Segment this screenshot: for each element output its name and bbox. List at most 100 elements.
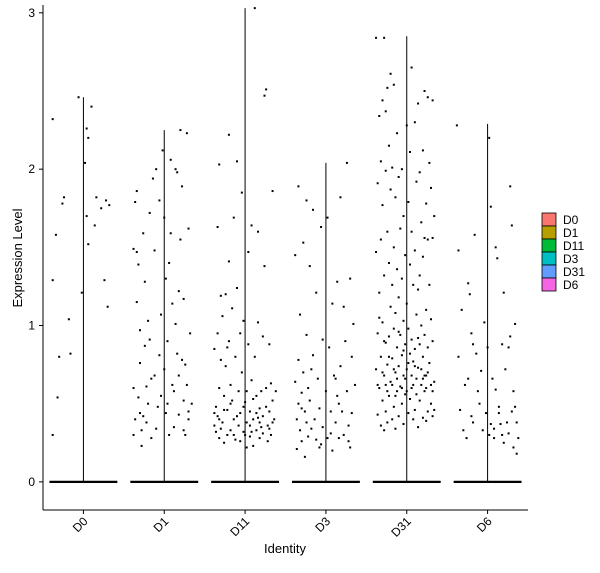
data-point bbox=[226, 408, 229, 411]
data-point bbox=[51, 433, 54, 436]
data-point bbox=[517, 437, 520, 440]
data-point bbox=[248, 435, 251, 438]
data-point bbox=[430, 402, 432, 405]
data-point bbox=[397, 175, 400, 178]
data-point bbox=[425, 308, 428, 311]
data-point bbox=[303, 455, 306, 458]
y-axis-label: Expression Level bbox=[10, 208, 25, 307]
data-point bbox=[408, 263, 411, 266]
data-point bbox=[265, 405, 268, 408]
data-point bbox=[239, 332, 242, 335]
data-point bbox=[387, 335, 390, 338]
data-point bbox=[169, 158, 172, 161]
data-point bbox=[58, 355, 61, 358]
data-point bbox=[261, 432, 264, 435]
data-point bbox=[399, 333, 402, 336]
data-point bbox=[310, 427, 313, 430]
data-point bbox=[240, 191, 243, 194]
data-point bbox=[391, 383, 394, 386]
data-point bbox=[176, 171, 179, 174]
data-point bbox=[184, 363, 187, 366]
data-point bbox=[223, 441, 226, 444]
data-point bbox=[265, 387, 268, 390]
data-point bbox=[310, 368, 313, 371]
data-point bbox=[239, 440, 242, 443]
data-point bbox=[379, 424, 382, 427]
data-point bbox=[396, 346, 399, 349]
data-point bbox=[389, 305, 392, 308]
data-point bbox=[106, 305, 109, 308]
data-point bbox=[426, 371, 429, 374]
data-point bbox=[486, 346, 489, 349]
data-point bbox=[457, 355, 460, 358]
data-point bbox=[387, 261, 390, 264]
data-point bbox=[415, 377, 418, 380]
data-point bbox=[231, 307, 234, 310]
x-tick-label: D6 bbox=[474, 514, 495, 535]
data-point bbox=[295, 418, 298, 421]
data-point bbox=[491, 377, 494, 380]
data-point bbox=[151, 177, 154, 180]
data-point bbox=[234, 355, 237, 358]
data-point bbox=[232, 433, 235, 436]
data-point bbox=[489, 205, 492, 208]
data-point bbox=[150, 437, 153, 440]
data-point bbox=[386, 421, 389, 424]
data-point bbox=[69, 352, 72, 355]
data-point bbox=[497, 405, 500, 408]
data-point bbox=[271, 421, 274, 424]
data-point bbox=[232, 216, 235, 219]
data-point bbox=[164, 412, 167, 415]
y-tick-label: 3 bbox=[28, 6, 35, 20]
data-point bbox=[187, 410, 190, 413]
data-point bbox=[231, 399, 234, 402]
data-point bbox=[103, 279, 106, 282]
data-point bbox=[189, 332, 192, 335]
data-point bbox=[423, 390, 426, 393]
data-point bbox=[402, 349, 405, 352]
data-point bbox=[166, 402, 169, 405]
legend-swatch bbox=[541, 225, 557, 240]
data-point bbox=[257, 321, 260, 324]
data-point bbox=[400, 387, 403, 390]
data-point bbox=[142, 415, 145, 418]
data-point bbox=[394, 394, 397, 397]
data-point bbox=[421, 355, 424, 358]
data-point bbox=[268, 410, 271, 413]
data-point bbox=[502, 291, 505, 294]
data-point bbox=[510, 224, 513, 227]
data-point bbox=[247, 343, 250, 346]
data-point bbox=[425, 419, 428, 422]
data-point bbox=[347, 440, 350, 443]
data-point bbox=[90, 105, 93, 108]
data-point bbox=[266, 424, 269, 427]
data-point bbox=[187, 418, 190, 421]
data-point bbox=[85, 127, 88, 130]
data-point bbox=[433, 215, 436, 218]
data-point bbox=[172, 426, 175, 429]
data-point bbox=[334, 421, 337, 424]
data-point bbox=[252, 397, 255, 400]
data-point bbox=[308, 399, 311, 402]
data-point bbox=[387, 144, 390, 147]
data-point bbox=[224, 293, 227, 296]
x-tick-label: D0 bbox=[70, 514, 91, 535]
data-point bbox=[405, 302, 408, 305]
data-point bbox=[428, 362, 431, 365]
data-point bbox=[234, 438, 237, 441]
data-point bbox=[381, 99, 384, 102]
data-point bbox=[263, 265, 266, 268]
data-point bbox=[417, 366, 420, 369]
data-point bbox=[140, 429, 143, 432]
data-point bbox=[481, 429, 484, 432]
data-point bbox=[177, 290, 180, 293]
data-point bbox=[181, 185, 184, 188]
data-point bbox=[315, 438, 318, 441]
data-point bbox=[218, 437, 221, 440]
data-point bbox=[255, 429, 258, 432]
data-point bbox=[514, 405, 517, 408]
data-point bbox=[404, 343, 407, 346]
data-point bbox=[350, 355, 353, 358]
data-point bbox=[415, 180, 418, 183]
